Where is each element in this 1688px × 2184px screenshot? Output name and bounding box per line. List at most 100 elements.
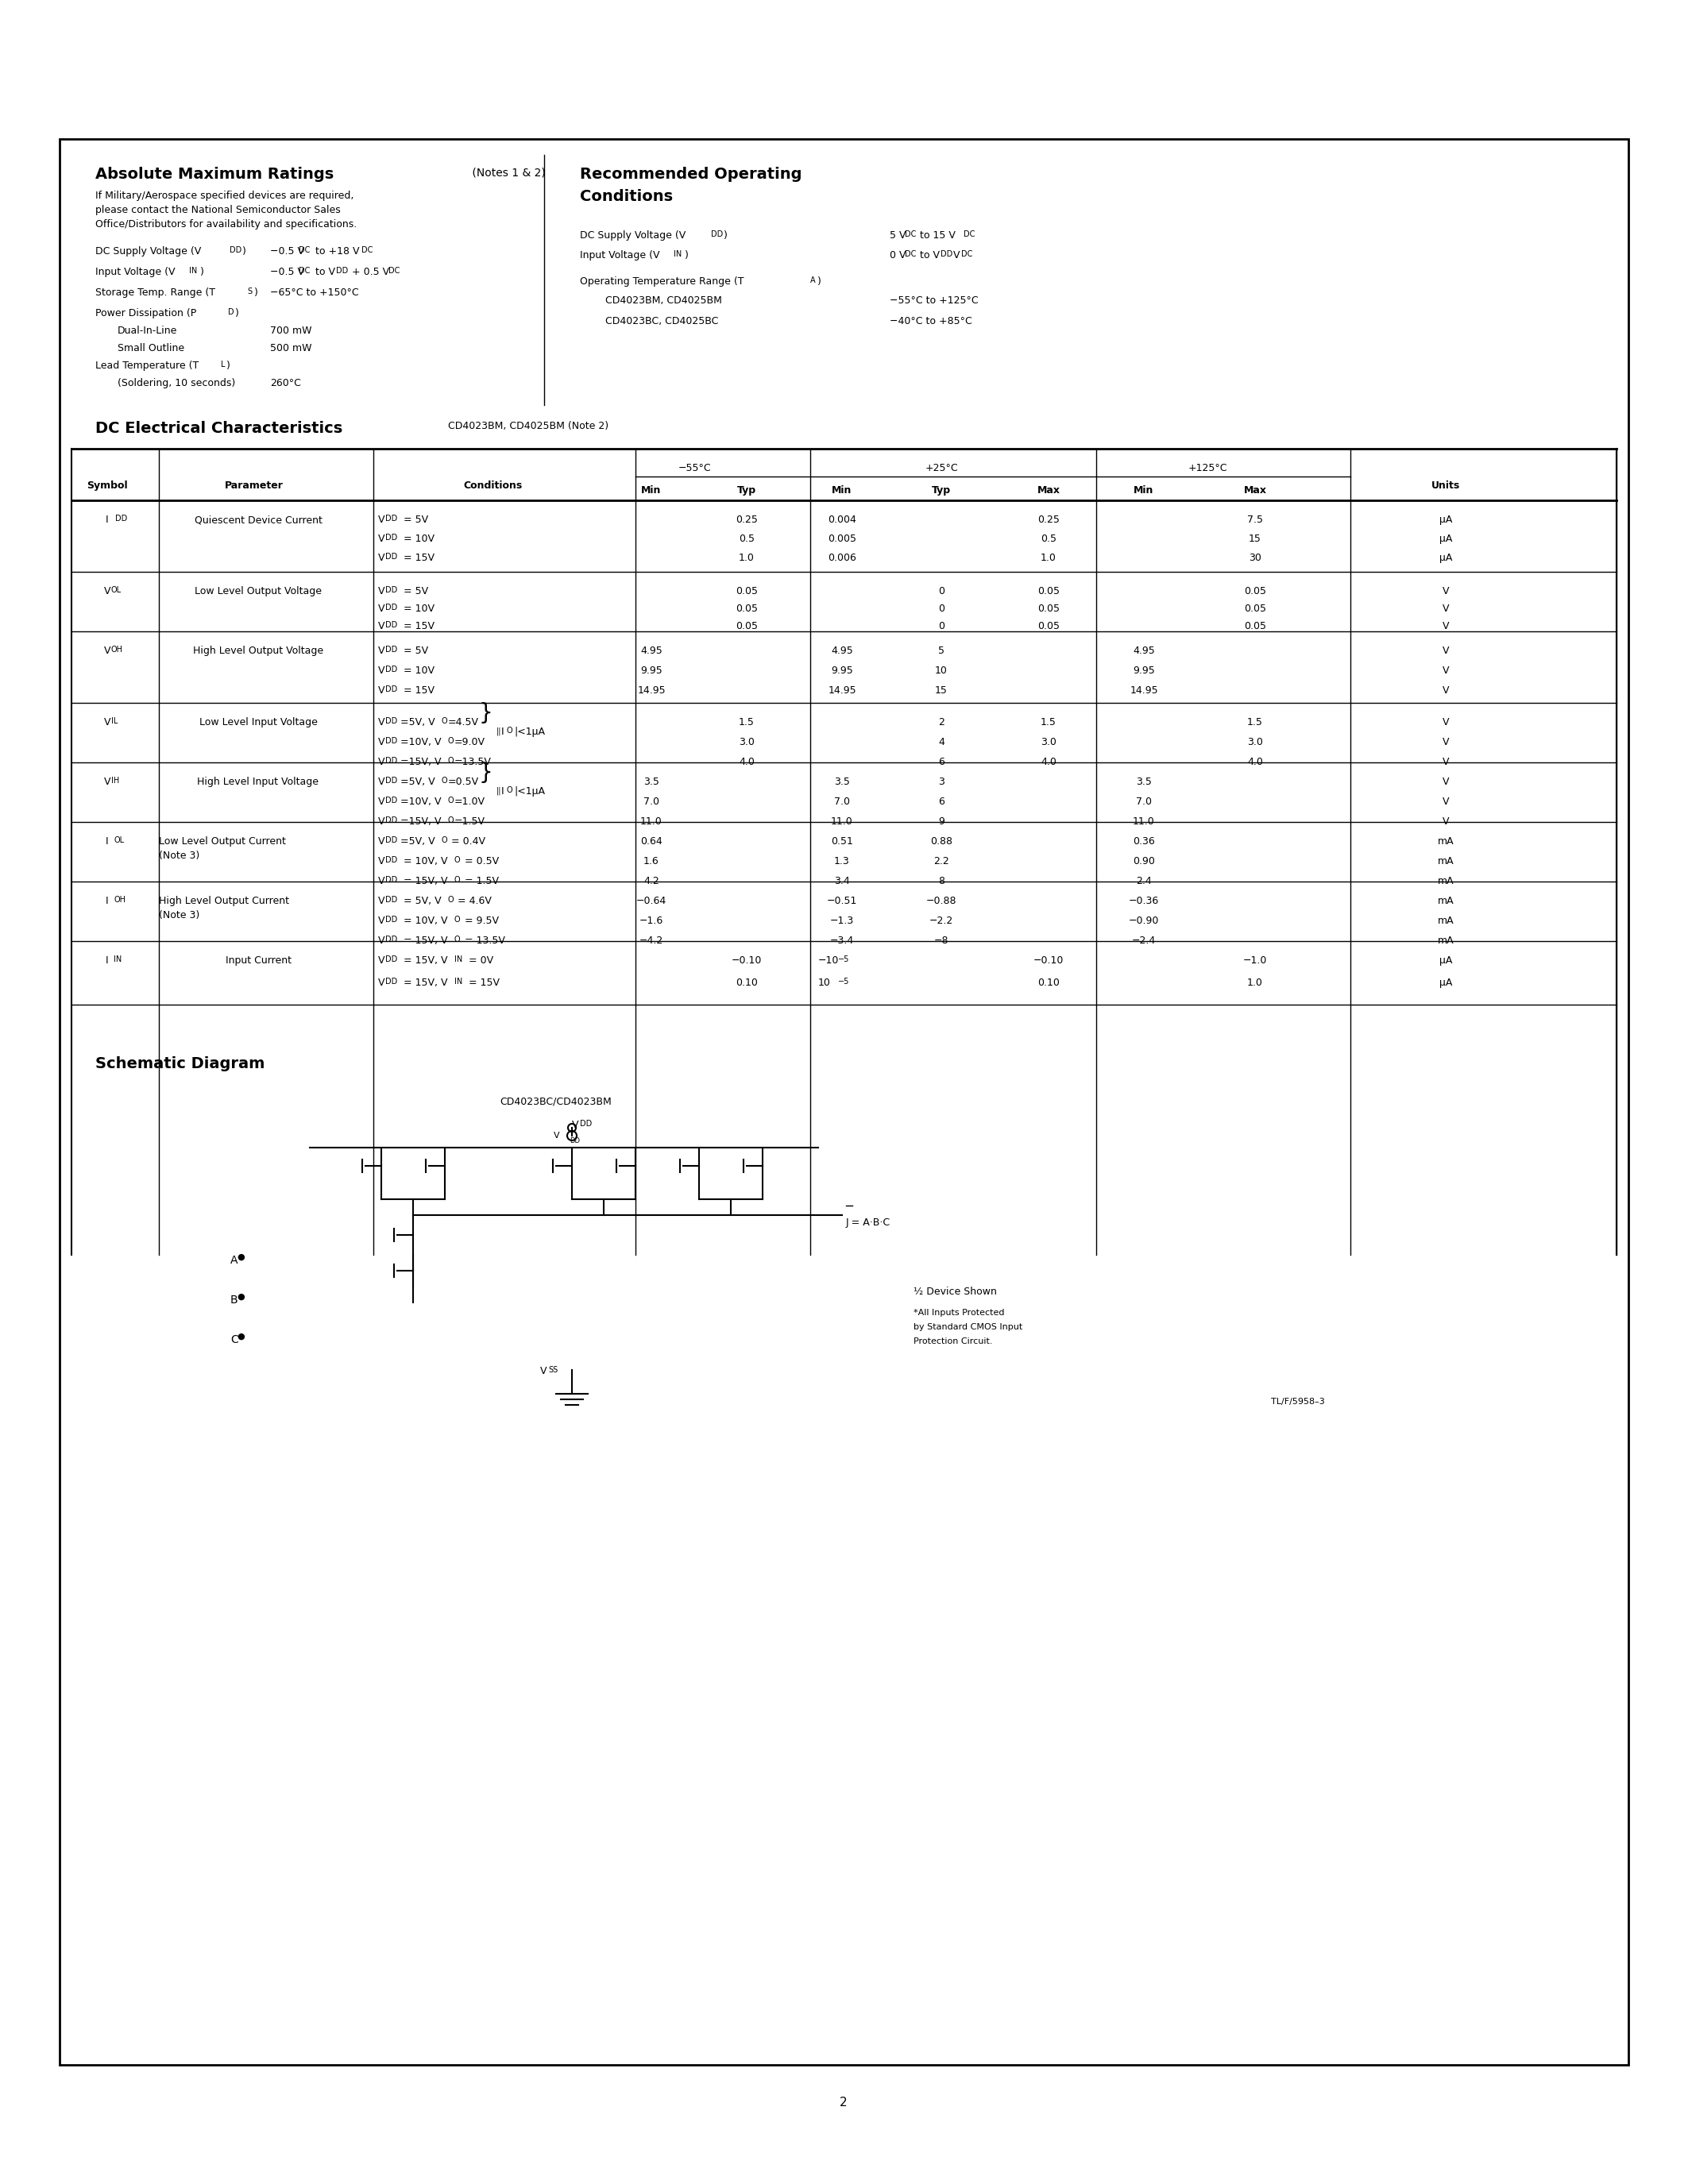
Text: I: I [106,954,108,965]
Text: =1.5V: =1.5V [454,817,486,828]
Text: O: O [454,856,461,865]
Text: =0.5V: =0.5V [447,778,479,786]
Text: DD: DD [385,817,397,823]
Text: 5 V: 5 V [890,229,906,240]
Text: DC Electrical Characteristics: DC Electrical Characteristics [95,422,343,437]
Text: = 15V: = 15V [466,978,500,987]
Text: DD: DD [385,895,397,904]
Text: Input Current: Input Current [225,954,290,965]
Text: 0.004: 0.004 [827,515,856,524]
Text: Conditions: Conditions [463,480,522,491]
Text: Recommended Operating: Recommended Operating [581,166,802,181]
Text: IN: IN [454,978,463,985]
Text: (Note 3): (Note 3) [159,850,199,860]
Text: 4.95: 4.95 [830,646,852,655]
Text: DC: DC [905,251,917,258]
Text: V: V [378,758,385,767]
Text: V: V [378,836,385,847]
Text: I: I [501,786,505,797]
Text: Low Level Output Current: Low Level Output Current [159,836,285,847]
Text: 1.3: 1.3 [834,856,849,867]
Text: 1.5: 1.5 [1247,716,1263,727]
Text: Schematic Diagram: Schematic Diagram [95,1057,265,1072]
Text: 4: 4 [939,736,945,747]
Text: DD: DD [230,247,241,253]
Text: to +18 V: to +18 V [312,247,360,256]
Bar [59,140,1629,2064]
Text: μA: μA [1440,978,1452,987]
Text: −4.2: −4.2 [640,935,663,946]
Text: = 10V: = 10V [400,533,434,544]
Text: 6: 6 [939,797,945,806]
Text: = 0V: = 0V [466,954,493,965]
Text: V: V [1442,758,1448,767]
Text: 1.5: 1.5 [1040,716,1057,727]
Text: DD: DD [385,620,397,629]
Text: 1.5: 1.5 [739,716,755,727]
Text: 3.5: 3.5 [834,778,851,786]
Text: DD: DD [385,758,397,764]
Text: 0.05: 0.05 [736,603,758,614]
Text: TL/F/5958–3: TL/F/5958–3 [1271,1398,1325,1406]
Text: ||: || [496,786,501,795]
Text: Low Level Output Voltage: Low Level Output Voltage [194,585,322,596]
Text: DD: DD [385,686,397,692]
Text: −8: −8 [933,935,949,946]
Text: 0.64: 0.64 [640,836,662,847]
Text: DC: DC [299,247,311,253]
Text: DD: DD [385,935,397,943]
Text: +25°C: +25°C [925,463,957,474]
Text: 0.05: 0.05 [1244,620,1266,631]
Text: = 15V, V: = 15V, V [400,954,447,965]
Text: V: V [378,716,385,727]
Text: Quiescent Device Current: Quiescent Device Current [194,515,322,524]
Text: ): ) [817,277,822,286]
Text: 14.95: 14.95 [1129,686,1158,697]
Text: Units: Units [1431,480,1460,491]
Text: V: V [378,736,385,747]
Text: 1.6: 1.6 [643,856,660,867]
Text: 3.5: 3.5 [643,778,660,786]
Text: −40°C to +85°C: −40°C to +85°C [890,317,972,325]
Text: =4.5V: =4.5V [447,716,479,727]
Text: =15V, V: =15V, V [400,758,441,767]
Text: 5: 5 [939,646,945,655]
Text: ): ) [235,308,240,319]
Text: 15: 15 [1249,533,1261,544]
Text: 0.05: 0.05 [1038,620,1060,631]
Text: V: V [554,1131,560,1140]
Text: = 15V: = 15V [400,686,434,697]
Text: 2.4: 2.4 [1136,876,1151,887]
Text: V: V [378,876,385,887]
Text: V: V [378,895,385,906]
Text: 0.10: 0.10 [1038,978,1060,987]
Text: 14.95: 14.95 [827,686,856,697]
Text: V: V [378,954,385,965]
Text: O: O [447,736,454,745]
Text: 9.95: 9.95 [830,666,852,675]
Text: −55°C to +125°C: −55°C to +125°C [890,295,979,306]
Text: O: O [447,895,454,904]
Text: DD: DD [385,954,397,963]
Text: Max: Max [1036,485,1060,496]
Text: mA: mA [1438,895,1453,906]
Text: (Soldering, 10 seconds): (Soldering, 10 seconds) [118,378,235,389]
Text: DD: DD [581,1120,592,1127]
Text: = 10V: = 10V [400,666,434,675]
Text: V: V [1442,585,1448,596]
Text: ): ) [685,251,689,260]
Text: 10: 10 [819,978,830,987]
Text: 7.0: 7.0 [1136,797,1151,806]
Text: O: O [454,876,461,885]
Text: V: V [378,935,385,946]
Text: 0.05: 0.05 [736,585,758,596]
Text: 14.95: 14.95 [638,686,665,697]
Text: Symbol: Symbol [86,480,128,491]
Text: J = A·B·C: J = A·B·C [846,1216,891,1227]
Text: Low Level Input Voltage: Low Level Input Voltage [199,716,317,727]
Text: I: I [106,895,108,906]
Text: DD: DD [385,666,397,673]
Text: =15V, V: =15V, V [400,817,441,828]
Text: 700 mW: 700 mW [270,325,312,336]
Text: +125°C: +125°C [1188,463,1227,474]
